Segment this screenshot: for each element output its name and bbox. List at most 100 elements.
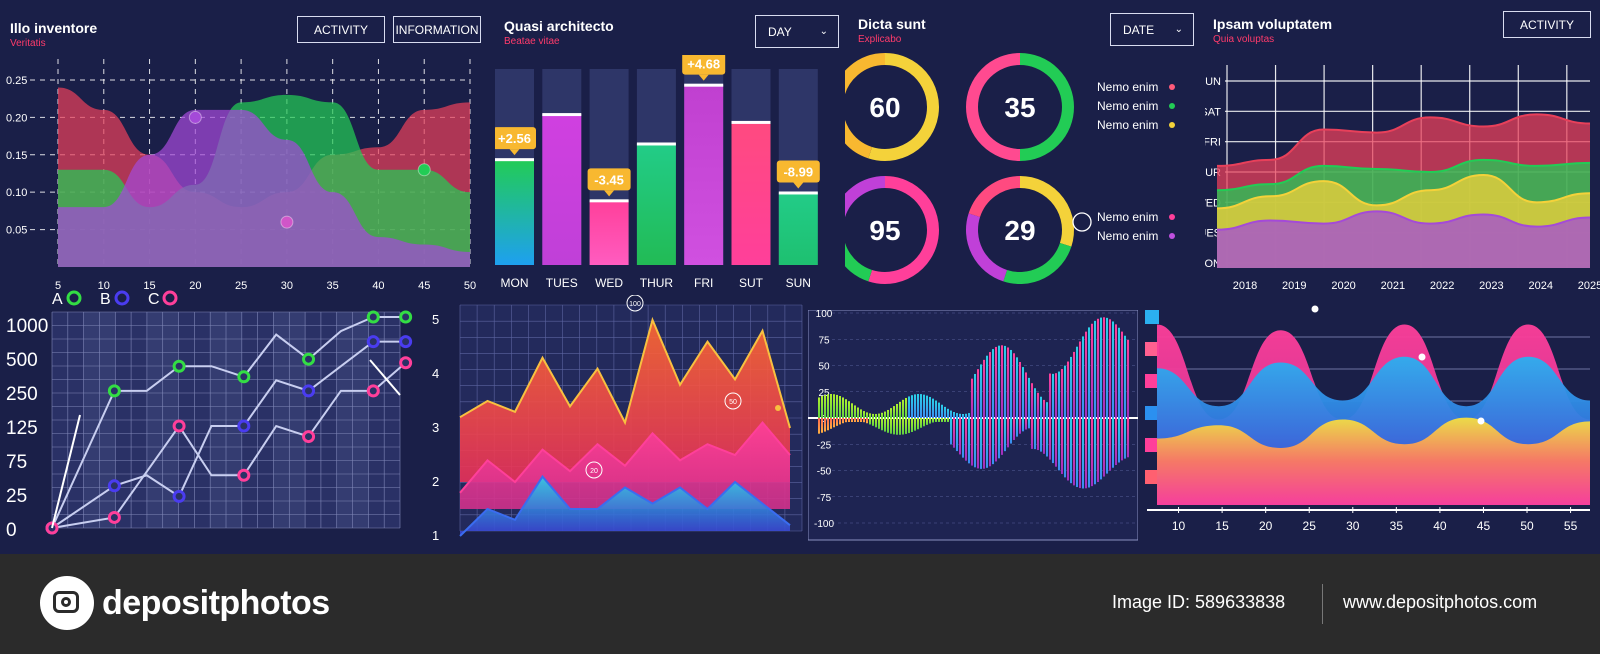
- wave-bar-up: [923, 394, 925, 418]
- x-tick-label: 40: [1433, 519, 1447, 533]
- legend-label: Nemo enim: [1097, 99, 1158, 113]
- y-tick-label: 3: [432, 420, 439, 435]
- chart4-weekday-area: SUNSATFRITHURWEDTUESMON20182019202020212…: [1205, 65, 1600, 292]
- panel2-title: Quasi architecto: [504, 18, 614, 34]
- wave-bar-up: [1061, 368, 1063, 418]
- site-link[interactable]: www.depositphotos.com: [1343, 592, 1538, 612]
- wave-bar-down: [827, 418, 829, 431]
- x-tick-label: THUR: [640, 276, 674, 290]
- wave-bar-down: [1058, 418, 1060, 471]
- activity-button-2[interactable]: ACTIVITY: [1503, 11, 1591, 38]
- wave-bar-up: [881, 412, 883, 418]
- wave-bar-up: [1025, 372, 1027, 418]
- wave-bar-down: [1037, 418, 1039, 451]
- donut-arc: [1003, 242, 1072, 284]
- depositphotos-logo[interactable]: depositphotos: [40, 576, 330, 630]
- y-tick-label: 0.15: [6, 150, 27, 162]
- wave-bar-up: [848, 401, 850, 418]
- data-point: [1311, 305, 1319, 313]
- wave-bar-up: [1112, 321, 1114, 418]
- wave-bar-down: [830, 418, 832, 429]
- wave-bar-up: [884, 411, 886, 418]
- chevron-down-icon: ⌄: [1174, 24, 1183, 35]
- line-point: [399, 356, 413, 370]
- wave-bar-down: [1118, 418, 1120, 463]
- wave-bar-up: [914, 394, 916, 418]
- wave-bar-up: [971, 378, 973, 418]
- y-category-label: SUN: [1205, 76, 1221, 88]
- wave-bar-down: [1127, 418, 1129, 458]
- y-tick-label: 50: [818, 362, 830, 373]
- wave-bar-up: [1097, 318, 1099, 418]
- wave-bar-up: [965, 413, 967, 418]
- wave-bar-up: [935, 400, 937, 418]
- wave-bar-up: [1007, 347, 1009, 418]
- wave-bar-down: [938, 418, 940, 422]
- wave-bar-up: [869, 413, 871, 418]
- date-dropdown[interactable]: DATE ⌄: [1110, 13, 1194, 46]
- bar-cap: [684, 83, 724, 87]
- wave-bar-down: [1082, 418, 1084, 489]
- wave-bar-up: [887, 409, 889, 418]
- wave-bar-down: [857, 418, 859, 422]
- wave-bar-up: [905, 397, 907, 418]
- wave-bar-down: [860, 418, 862, 422]
- annotation-label: 50: [729, 399, 737, 406]
- wave-bar-down: [845, 418, 847, 423]
- wave-bar-up: [1019, 361, 1021, 418]
- wave-bar-down: [986, 418, 988, 468]
- footer-divider: [1322, 584, 1323, 624]
- wave-bar-down: [923, 418, 925, 427]
- wave-bar-up: [956, 413, 958, 418]
- wave-bar-up: [1100, 317, 1102, 418]
- information-button[interactable]: INFORMATION: [393, 16, 481, 43]
- wave-bar-down: [947, 418, 949, 422]
- wave-bar-up: [893, 406, 895, 418]
- y-tick-label: 250: [6, 384, 38, 405]
- y-tick-label: 0: [6, 520, 17, 541]
- wave-bar-up: [899, 401, 901, 418]
- line-point: [302, 384, 316, 398]
- wave-bar-down: [941, 418, 943, 422]
- day-dropdown[interactable]: DAY ⌄: [755, 15, 839, 48]
- legend-marker: [114, 290, 130, 306]
- bar-cap: [495, 158, 534, 162]
- legend-square: [1145, 342, 1159, 356]
- wave-bar-down: [1046, 418, 1048, 457]
- wave-bar-down: [1040, 418, 1042, 452]
- wave-bar-down: [1091, 418, 1093, 487]
- wave-bar-down: [1061, 418, 1063, 474]
- wave-bar-up: [1004, 345, 1006, 418]
- bar: [731, 121, 771, 265]
- value-badge-pointer: [698, 74, 709, 81]
- area-series: [460, 320, 790, 482]
- y-tick-label: 0.10: [6, 187, 27, 199]
- legend-label: Nemo enim: [1097, 80, 1158, 94]
- line-point: [107, 510, 121, 524]
- legend-toggle: [1072, 212, 1092, 232]
- wave-bar-up: [911, 395, 913, 418]
- wave-bar-up: [872, 413, 874, 418]
- activity-button[interactable]: ACTIVITY: [297, 16, 385, 43]
- chart3-donuts: 60 35 95 29 Nemo enim Nemo enim Nemo enim Nemo …: [845, 53, 1175, 284]
- area-series: [460, 476, 790, 536]
- wave-bar-up: [992, 349, 994, 418]
- wave-bar-down: [1076, 418, 1078, 488]
- wave-bar-down: [872, 418, 874, 426]
- wave-bar-up: [986, 355, 988, 418]
- y-tick-label: 0.05: [6, 225, 27, 237]
- wave-bar-up: [1052, 373, 1054, 418]
- wave-bar-up: [962, 413, 964, 418]
- wave-bar-down: [1103, 418, 1105, 477]
- wave-bar-up: [830, 394, 832, 418]
- footer-bar: depositphotos Image ID: 589633838 www.de…: [0, 554, 1600, 654]
- wave-bar-up: [896, 403, 898, 418]
- wave-bar-up: [929, 396, 931, 418]
- x-tick-label: FRI: [694, 276, 713, 290]
- wave-bar-up: [1010, 349, 1012, 418]
- wave-bar-down: [884, 418, 886, 432]
- legend-label: Nemo enim: [1097, 210, 1158, 224]
- wave-bar-down: [1073, 418, 1075, 486]
- data-point: [775, 405, 781, 411]
- wave-bar-up: [1058, 371, 1060, 418]
